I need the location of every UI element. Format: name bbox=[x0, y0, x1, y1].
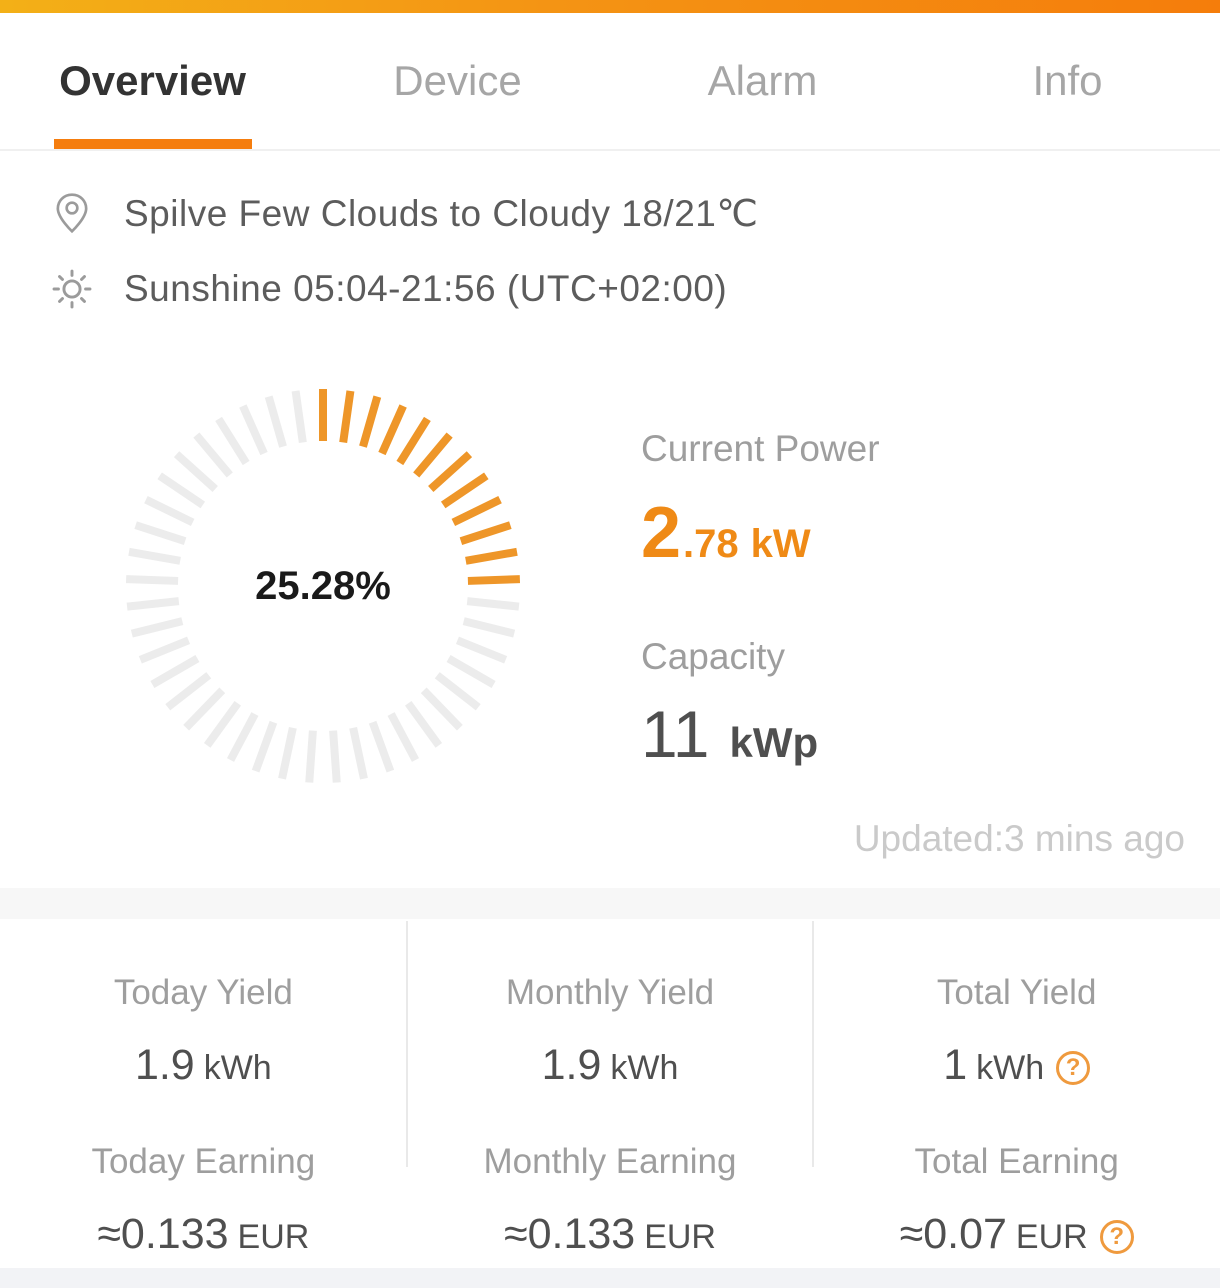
monthly-earning-value: ≈0.133 EUR bbox=[407, 1210, 814, 1259]
location-pin-icon bbox=[50, 191, 94, 235]
stat-column-today: Today Yield 1.9 kWh Today Earning ≈0.133… bbox=[0, 973, 407, 1259]
section-divider-band bbox=[0, 888, 1220, 919]
total-earning-number: ≈0.07 bbox=[899, 1210, 1007, 1258]
total-earning-value: ≈0.07 EUR ? bbox=[813, 1210, 1220, 1259]
updated-timestamp: Updated:3 mins ago bbox=[853, 818, 1185, 859]
monthly-yield-unit: kWh bbox=[610, 1049, 679, 1087]
total-earning-help-icon[interactable]: ? bbox=[1099, 1219, 1134, 1254]
total-yield-value: 1 kWh ? bbox=[813, 1041, 1220, 1090]
bottom-bar bbox=[0, 1268, 1220, 1288]
today-earning-label: Today Earning bbox=[91, 1142, 316, 1181]
today-yield-number: 1.9 bbox=[134, 1041, 195, 1089]
current-power-value: 2 .78 kW bbox=[641, 492, 880, 574]
location-text: Spilve Few Clouds to Cloudy 18/21℃ bbox=[124, 192, 759, 234]
total-yield-number: 1 bbox=[943, 1041, 968, 1089]
gauge-ticks-svg bbox=[125, 389, 521, 783]
power-readout: Current Power 2 .78 kW Capacity 11 kWp bbox=[641, 428, 880, 772]
tab-bar: Overview Device Alarm Info bbox=[0, 13, 1220, 151]
capacity-label: Capacity bbox=[641, 636, 785, 677]
sunshine-text: Sunshine 05:04-21:56 (UTC+02:00) bbox=[124, 268, 728, 309]
today-earning-value: ≈0.133 EUR bbox=[0, 1210, 407, 1259]
monthly-earning-number: ≈0.133 bbox=[503, 1210, 636, 1258]
total-yield-unit: kWh bbox=[976, 1049, 1045, 1087]
tab-overview[interactable]: Overview bbox=[0, 13, 305, 149]
current-power-frac: .78 bbox=[683, 522, 739, 566]
monthly-yield-number: 1.9 bbox=[541, 1041, 602, 1089]
current-power-int: 2 bbox=[641, 493, 682, 573]
monthly-yield-value: 1.9 kWh bbox=[407, 1041, 814, 1090]
stats-divider-1 bbox=[406, 921, 408, 1167]
capacity-unit: kWp bbox=[729, 719, 819, 766]
monthly-earning-label: Monthly Earning bbox=[483, 1142, 737, 1181]
yield-stats-section: Today Yield 1.9 kWh Today Earning ≈0.133… bbox=[0, 919, 1220, 1259]
power-overview-section: 25.28% Current Power 2 .78 kW Capacity 1… bbox=[0, 343, 1220, 888]
total-yield-label: Total Yield bbox=[936, 973, 1097, 1012]
total-yield-help-icon[interactable]: ? bbox=[1056, 1050, 1091, 1085]
capacity-value: 11 kWp bbox=[641, 696, 880, 772]
monthly-yield-label: Monthly Yield bbox=[505, 973, 715, 1012]
current-power-label: Current Power bbox=[641, 428, 880, 469]
current-power-unit: kW bbox=[750, 522, 811, 566]
weather-section: Spilve Few Clouds to Cloudy 18/21℃ Sunsh… bbox=[0, 151, 1220, 311]
tab-alarm[interactable]: Alarm bbox=[707, 57, 818, 104]
monthly-earning-unit: EUR bbox=[644, 1218, 716, 1256]
sun-icon bbox=[50, 267, 94, 311]
today-earning-number: ≈0.133 bbox=[97, 1210, 229, 1258]
today-yield-unit: kWh bbox=[203, 1049, 272, 1087]
location-row: Spilve Few Clouds to Cloudy 18/21℃ bbox=[50, 191, 1220, 235]
today-earning-unit: EUR bbox=[237, 1218, 310, 1256]
total-earning-label: Total Earning bbox=[914, 1142, 1119, 1181]
stat-column-monthly: Monthly Yield 1.9 kWh Monthly Earning ≈0… bbox=[407, 973, 814, 1259]
stat-column-total: Total Yield 1 kWh ? Total Earning ≈0.07 … bbox=[813, 973, 1220, 1259]
today-yield-value: 1.9 kWh bbox=[0, 1041, 407, 1090]
capacity-number: 11 bbox=[641, 697, 710, 771]
gauge-percent: 25.28% bbox=[255, 563, 391, 608]
stats-divider-2 bbox=[812, 921, 814, 1167]
power-gauge: 25.28% bbox=[123, 386, 523, 786]
gauge-ticks bbox=[125, 389, 521, 783]
total-earning-unit: EUR bbox=[1015, 1218, 1088, 1256]
sunshine-row: Sunshine 05:04-21:56 (UTC+02:00) bbox=[50, 267, 1220, 311]
tab-device[interactable]: Device bbox=[393, 57, 522, 104]
tab-info[interactable]: Info bbox=[1032, 57, 1103, 104]
today-yield-label: Today Yield bbox=[113, 973, 293, 1012]
status-bar bbox=[0, 0, 1220, 13]
